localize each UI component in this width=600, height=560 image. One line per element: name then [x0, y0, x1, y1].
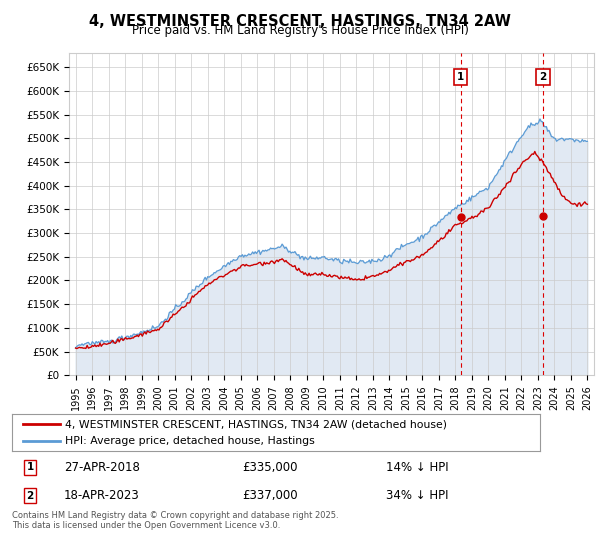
- Text: 2: 2: [539, 72, 547, 82]
- Text: £335,000: £335,000: [242, 461, 298, 474]
- Text: Price paid vs. HM Land Registry's House Price Index (HPI): Price paid vs. HM Land Registry's House …: [131, 24, 469, 37]
- Text: 18-APR-2023: 18-APR-2023: [64, 489, 140, 502]
- Text: £337,000: £337,000: [242, 489, 298, 502]
- Text: 27-APR-2018: 27-APR-2018: [64, 461, 140, 474]
- Text: Contains HM Land Registry data © Crown copyright and database right 2025.
This d: Contains HM Land Registry data © Crown c…: [12, 511, 338, 530]
- Text: 2: 2: [26, 491, 34, 501]
- Text: 14% ↓ HPI: 14% ↓ HPI: [386, 461, 449, 474]
- Text: 1: 1: [457, 72, 464, 82]
- Text: 4, WESTMINSTER CRESCENT, HASTINGS, TN34 2AW (detached house): 4, WESTMINSTER CRESCENT, HASTINGS, TN34 …: [65, 419, 447, 429]
- Text: 1: 1: [26, 463, 34, 473]
- Text: 4, WESTMINSTER CRESCENT, HASTINGS, TN34 2AW: 4, WESTMINSTER CRESCENT, HASTINGS, TN34 …: [89, 14, 511, 29]
- Text: HPI: Average price, detached house, Hastings: HPI: Average price, detached house, Hast…: [65, 436, 314, 446]
- Text: 34% ↓ HPI: 34% ↓ HPI: [386, 489, 449, 502]
